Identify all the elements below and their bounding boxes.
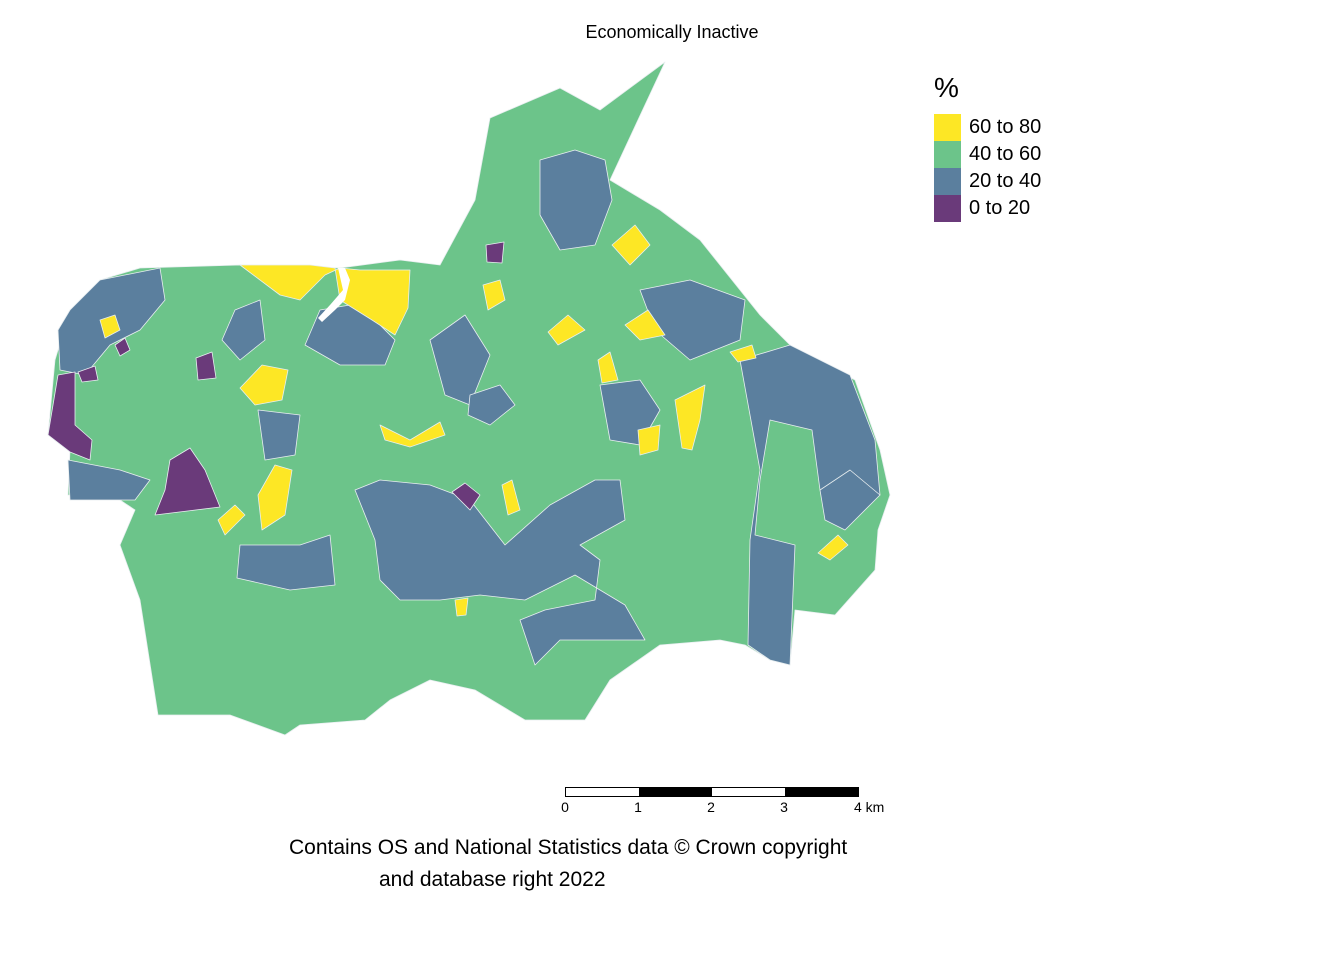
region-south-west-basin bbox=[236, 534, 336, 591]
region-centre-yellow bbox=[379, 421, 446, 448]
region-west-yellow bbox=[239, 364, 289, 406]
region-east-coast bbox=[739, 344, 881, 666]
region-west-yellow-b bbox=[99, 314, 121, 339]
region-south-east-yellow bbox=[817, 534, 849, 561]
region-south-yellow-b bbox=[217, 504, 246, 536]
region-north-yellow-d bbox=[482, 279, 506, 311]
legend-title: % bbox=[934, 72, 959, 103]
region-mid-yellow bbox=[597, 351, 619, 384]
legend-item-0-20: 0 to 20 bbox=[934, 195, 1041, 222]
region-south-yellow-d bbox=[454, 597, 469, 617]
region-west-purple-a bbox=[195, 351, 217, 381]
region-north-yellow-c bbox=[624, 309, 666, 341]
scale-segment-3 bbox=[712, 788, 785, 796]
region-south-yellow-c bbox=[501, 479, 521, 516]
region-south-west-purple bbox=[154, 447, 221, 516]
region-centre bbox=[467, 384, 516, 426]
scale-segment-1 bbox=[566, 788, 639, 796]
attribution-caption: Contains OS and National Statistics data… bbox=[289, 832, 847, 896]
scale-bar-segments bbox=[565, 787, 859, 797]
region-inner-west bbox=[257, 409, 301, 461]
legend-item-60-80: 60 to 80 bbox=[934, 114, 1041, 141]
scale-label-1: 1 bbox=[634, 799, 642, 815]
region-east-yellow-a bbox=[674, 384, 706, 451]
region-south-central bbox=[354, 479, 646, 666]
scale-label-2: 2 bbox=[707, 799, 715, 815]
region-east-yellow-c bbox=[729, 344, 757, 363]
scale-label-4: 4 km bbox=[854, 799, 885, 815]
region-west-purple-b bbox=[114, 337, 131, 357]
legend-label-20-40: 20 to 40 bbox=[969, 170, 1042, 192]
region-north-purple bbox=[485, 241, 505, 264]
region-north-yellow-a bbox=[611, 224, 651, 266]
region-east-yellow-b bbox=[637, 424, 661, 456]
region-north-coast-yellow bbox=[239, 264, 411, 336]
legend-label-0-20: 0 to 20 bbox=[969, 197, 1031, 219]
region-east-coast-inner bbox=[819, 469, 881, 531]
legend-swatch-60-80 bbox=[934, 114, 961, 141]
legend-swatch-40-60 bbox=[934, 141, 961, 168]
region-west-coast-purple bbox=[47, 371, 93, 461]
region-centre-purple bbox=[451, 482, 481, 511]
scale-bar-labels: 0 1 2 3 4 km bbox=[561, 797, 884, 815]
legend: % 60 to 80 40 to 60 20 to 40 0 to 20 bbox=[934, 72, 1041, 222]
attribution-line-1: Contains OS and National Statistics data… bbox=[289, 836, 848, 859]
region-west-scatter bbox=[221, 299, 266, 361]
river-inlet bbox=[318, 268, 350, 322]
scale-segment-2 bbox=[639, 788, 712, 796]
scale-bar: 0 1 2 3 4 km bbox=[561, 787, 884, 815]
region-west-coast-south bbox=[67, 459, 151, 501]
legend-swatch-20-40 bbox=[934, 168, 961, 195]
legend-item-20-40: 20 to 40 bbox=[934, 168, 1041, 195]
region-north-yellow-b bbox=[547, 314, 586, 346]
legend-label-60-80: 60 to 80 bbox=[969, 116, 1042, 138]
scale-label-3: 3 bbox=[780, 799, 788, 815]
legend-label-40-60: 40 to 60 bbox=[969, 143, 1042, 165]
region-centre-north bbox=[429, 314, 491, 406]
region-south-yellow bbox=[257, 464, 293, 531]
legend-swatch-0-20 bbox=[934, 195, 961, 222]
scale-label-0: 0 bbox=[561, 799, 569, 815]
map-title: Economically Inactive bbox=[585, 22, 759, 42]
region-west-purple-c bbox=[77, 365, 99, 383]
scale-segment-4 bbox=[785, 788, 858, 796]
attribution-line-2: and database right 2022 bbox=[379, 868, 606, 891]
legend-item-40-60: 40 to 60 bbox=[934, 141, 1041, 168]
region-north-cluster bbox=[539, 149, 613, 251]
